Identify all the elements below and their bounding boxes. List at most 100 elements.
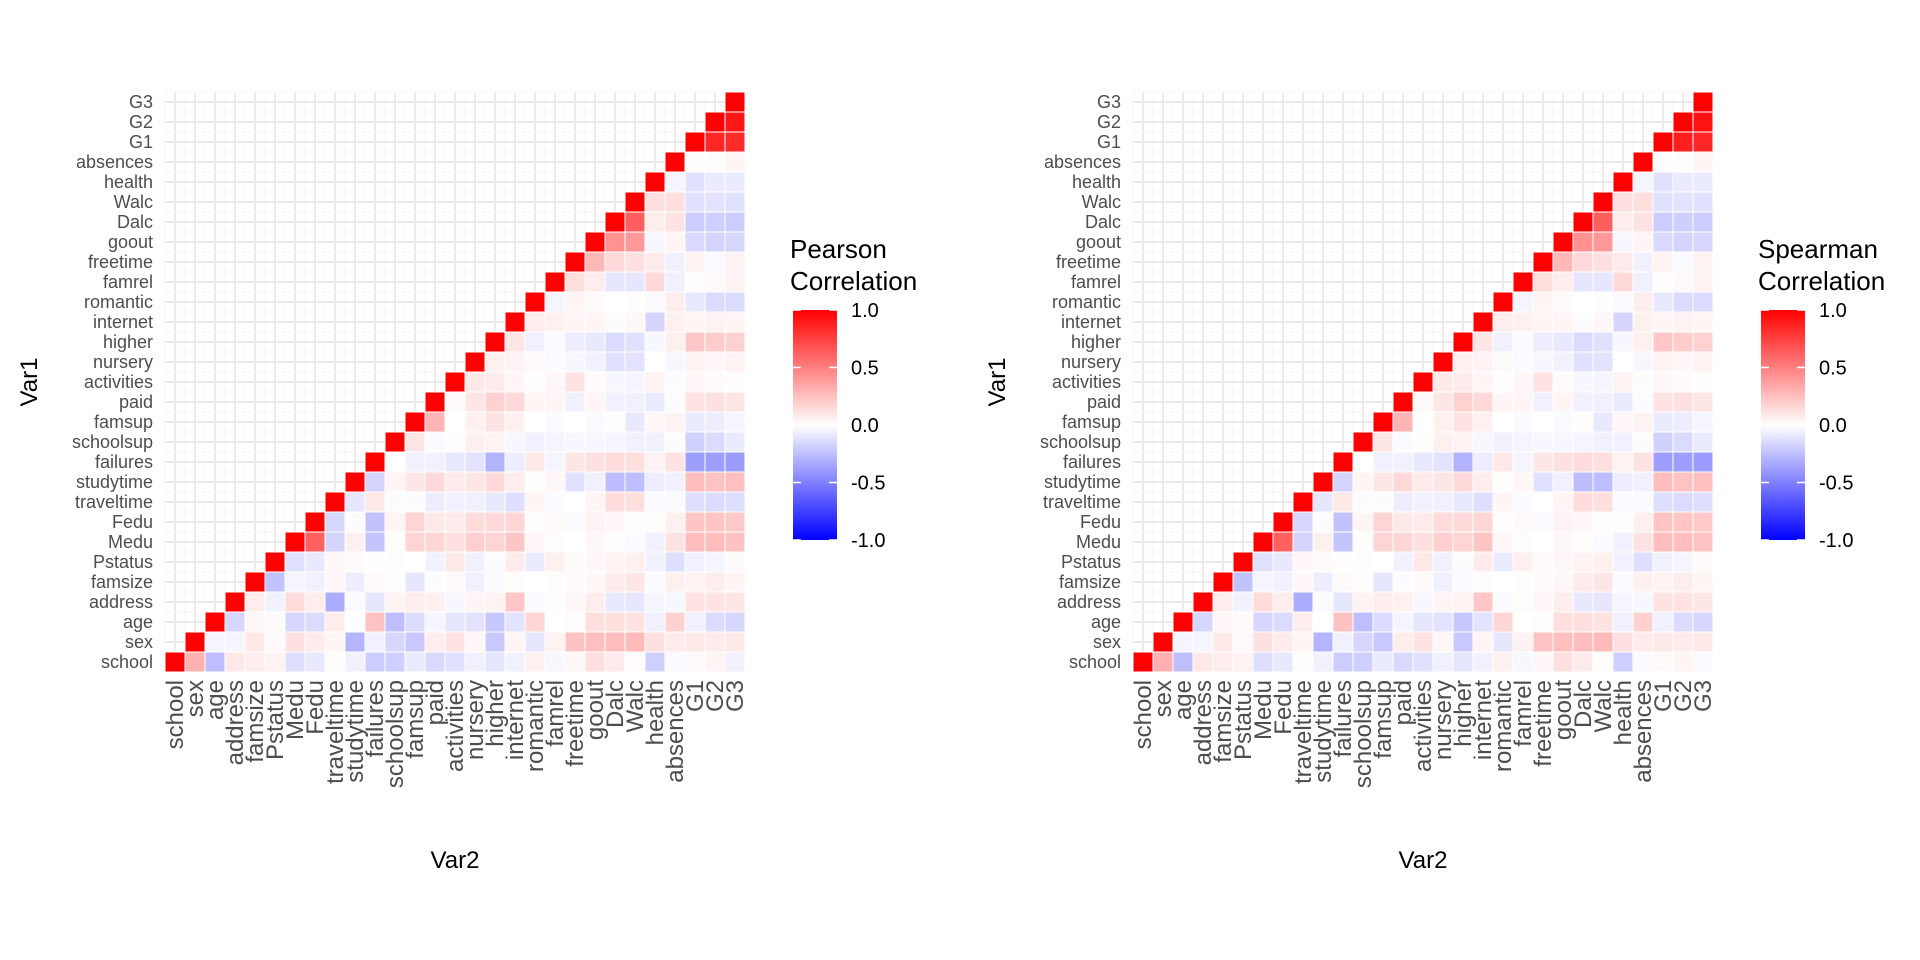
heatmap-cell: romantic × Medu: 0.03: [524, 531, 546, 553]
heatmap-cell: romantic × address: -0.02: [1492, 591, 1514, 613]
heatmap-cell: nursery × schoolsup: 0.06: [464, 431, 486, 453]
heatmap-cell: schoolsup × Pstatus: 0.01: [1352, 551, 1374, 573]
heatmap-cell: romantic × famsize: 0: [1492, 571, 1514, 593]
heatmap-cell: Medu × age: -0.16: [284, 611, 306, 633]
heatmap-cell: health × address: -0.04: [1612, 591, 1634, 613]
heatmap-cell: traveltime × famsize: 0.03: [324, 571, 346, 593]
heatmap-cell: failures × failures: 1: [364, 451, 386, 473]
heatmap-cell: G2 × Medu: 0.26: [704, 531, 726, 553]
heatmap-cell: G3 × nursery: 0.05: [724, 351, 746, 373]
x-tick-label: age: [202, 680, 229, 720]
heatmap-cell: nursery × traveltime: -0.06: [464, 491, 486, 513]
heatmap-cell: studytime × Pstatus: 0.02: [344, 551, 366, 573]
heatmap-cell: higher × studytime: 0.15: [1452, 471, 1474, 493]
y-tick-label: school: [101, 652, 153, 672]
heatmap-cell: failures × Fedu: -0.24: [364, 511, 386, 533]
heatmap-cell: absences × traveltime: -0.02: [664, 491, 686, 513]
heatmap-cell: Fedu × sex: 0.08: [304, 631, 326, 653]
heatmap-cell: G3 × freetime: 0.05: [1692, 251, 1714, 273]
heatmap-cell: nursery × paid: 0.1: [464, 391, 486, 413]
heatmap-cell: freetime × paid: -0.06: [564, 391, 586, 413]
heatmap-cell: internet × sex: 0.04: [1472, 631, 1494, 653]
heatmap-cell: G1 × G1: 1: [1652, 131, 1674, 153]
x-tick-label: activities: [1410, 680, 1437, 772]
heatmap-cell: G2 × Medu: 0.26: [1672, 531, 1694, 553]
x-tick-label: Medu: [1250, 680, 1277, 740]
heatmap-cell: G3 × activities: 0.01: [1692, 371, 1714, 393]
heatmap-cell: Fedu × Pstatus: -0.09: [1272, 551, 1294, 573]
heatmap-cell: famrel × famsup: -0.02: [1512, 411, 1534, 433]
heatmap-cell: Fedu × Fedu: 1: [1272, 511, 1294, 533]
x-tick-label: nursery: [1430, 680, 1457, 760]
heatmap-cell: failures × age: 0.24: [1332, 611, 1354, 633]
heatmap-cell: health × Walc: 0.12: [1612, 191, 1634, 213]
heatmap-cell: absences × school: -0.02: [1632, 651, 1654, 673]
heatmap-cell: famsup × Fedu: 0.17: [404, 511, 426, 533]
heatmap-cell: famsup × address: 0.07: [404, 591, 426, 613]
heatmap-cell: G3 × G2: 0.93: [1692, 111, 1714, 133]
heatmap-cell: famsize × school: 0.07: [1212, 651, 1234, 673]
heatmap-cell: freetime × Pstatus: 0.02: [1532, 551, 1554, 573]
heatmap-cell: Dalc × age: 0.13: [1572, 611, 1594, 633]
heatmap-cell: G1 × romantic: -0.09: [1652, 291, 1674, 313]
heatmap-cell: schoolsup × Pstatus: 0.01: [384, 551, 406, 573]
heatmap-cell: Pstatus × sex: 0.02: [1232, 631, 1254, 653]
heatmap-cell: Dalc × Fedu: 0.03: [1572, 511, 1594, 533]
heatmap-cell: famsup × Pstatus: 0: [404, 551, 426, 573]
heatmap-cell: nursery × address: 0.04: [1432, 591, 1454, 613]
heatmap-cell: freetime × schoolsup: -0.03: [1532, 431, 1554, 453]
heatmap-cell: health × freetime: 0.08: [1612, 251, 1634, 273]
heatmap-cell: schoolsup × failures: 0: [1352, 451, 1374, 473]
heatmap-cell: nursery × Fedu: 0.14: [464, 511, 486, 533]
heatmap-cell: G3 × romantic: -0.14: [724, 291, 746, 313]
heatmap-cell: famsup × school: -0.08: [404, 651, 426, 673]
heatmap-cell: G3 × failures: -0.39: [1692, 451, 1714, 473]
y-tick-label: higher: [1071, 332, 1121, 352]
heatmap-cell: activities × Medu: 0.12: [1412, 531, 1434, 553]
heatmap-cell: failures × Medu: -0.23: [1332, 531, 1354, 553]
heatmap-cell: Dalc × activities: -0.03: [604, 371, 626, 393]
heatmap-cell: romantic × school: 0.06: [524, 651, 546, 673]
heatmap-cell: freetime × famsup: 0: [564, 411, 586, 433]
heatmap-cell: paid × age: -0.04: [424, 611, 446, 633]
heatmap-cell: health × freetime: 0.08: [644, 251, 666, 273]
heatmap-cell: address × age: -0.16: [1192, 611, 1214, 633]
heatmap-cell: activities × age: -0.1: [1412, 611, 1434, 633]
heatmap-cell: freetime × internet: 0.04: [564, 311, 586, 333]
heatmap-cell: G2 × famsup: -0.07: [704, 411, 726, 433]
heatmap-cell: failures × address: -0.1: [1332, 591, 1354, 613]
heatmap-cell: internet × studytime: 0.07: [1472, 471, 1494, 493]
heatmap-cell: schoolsup × failures: 0: [384, 451, 406, 473]
y-tick-label: goout: [1076, 232, 1121, 252]
y-tick-label: failures: [1063, 452, 1121, 472]
heatmap-cell: failures × Pstatus: 0.01: [364, 551, 386, 573]
heatmap-cell: romantic × famsup: 0: [1492, 411, 1514, 433]
heatmap-cell: Medu × Pstatus: -0.12: [1252, 551, 1274, 573]
heatmap-cell: nursery × activities: 0.09: [1432, 371, 1454, 393]
heatmap-cell: higher × Fedu: 0.15: [1452, 511, 1474, 533]
heatmap-cell: freetime × age: 0.01: [1532, 611, 1554, 633]
heatmap-cell: goout × school: 0.12: [1552, 651, 1574, 673]
heatmap-cell: absences × famrel: -0.06: [664, 271, 686, 293]
heatmap-cell: famrel × traveltime: -0.02: [1512, 491, 1534, 513]
heatmap-cell: G2 × G2: 1: [1672, 111, 1694, 133]
x-tick-label: famrel: [542, 680, 569, 747]
heatmap-cell: G1 × famrel: 0.01: [684, 271, 706, 293]
y-tick-label: romantic: [1052, 292, 1121, 312]
heatmap-cell: famsup × age: -0.14: [1372, 611, 1394, 633]
heatmap-cell: Walc × Dalc: 0.63: [1592, 211, 1614, 233]
y-tick-label: absences: [76, 152, 153, 172]
heatmap-cell: goout × address: 0.07: [584, 591, 606, 613]
heatmap-cell: internet × famsize: 0.01: [504, 571, 526, 593]
heatmap-cell: freetime × Fedu: -0.02: [1532, 511, 1554, 533]
heatmap-cell: studytime × school: -0.05: [344, 651, 366, 673]
heatmap-cell: health × sex: 0.12: [644, 631, 666, 653]
heatmap-cell: activities × Pstatus: 0.09: [1412, 551, 1434, 573]
heatmap-cell: famrel × romantic: -0.04: [544, 291, 566, 313]
heatmap-cell: schoolsup × address: 0.05: [1352, 591, 1374, 613]
heatmap-cell: famrel × address: 0.01: [544, 591, 566, 613]
heatmap-cell: paid × studytime: 0.15: [1392, 471, 1414, 493]
heatmap-cell: Dalc × higher: -0.14: [604, 331, 626, 353]
heatmap-cell: health × internet: -0.17: [644, 311, 666, 333]
heatmap-cell: absences × Dalc: 0.11: [664, 211, 686, 233]
